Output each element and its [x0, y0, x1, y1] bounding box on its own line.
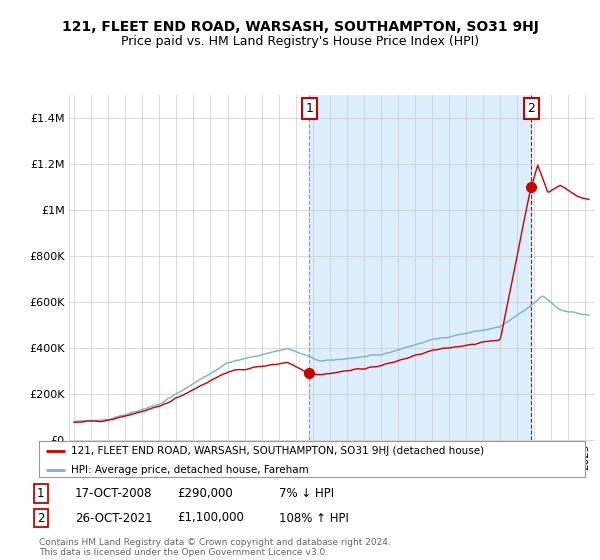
Bar — [310, 95, 531, 440]
Text: Contains HM Land Registry data © Crown copyright and database right 2024.
This d: Contains HM Land Registry data © Crown c… — [39, 538, 391, 557]
Text: £1,100,000: £1,100,000 — [177, 511, 244, 525]
Text: 121, FLEET END ROAD, WARSASH, SOUTHAMPTON, SO31 9HJ (detached house): 121, FLEET END ROAD, WARSASH, SOUTHAMPTO… — [71, 446, 484, 456]
Text: 17-OCT-2008: 17-OCT-2008 — [75, 487, 152, 501]
Text: 121, FLEET END ROAD, WARSASH, SOUTHAMPTON, SO31 9HJ: 121, FLEET END ROAD, WARSASH, SOUTHAMPTO… — [62, 20, 538, 34]
Text: Price paid vs. HM Land Registry's House Price Index (HPI): Price paid vs. HM Land Registry's House … — [121, 35, 479, 48]
Text: 2: 2 — [37, 511, 44, 525]
Text: £290,000: £290,000 — [177, 487, 233, 501]
Text: 1: 1 — [37, 487, 44, 501]
Text: 7% ↓ HPI: 7% ↓ HPI — [279, 487, 334, 501]
Text: 1: 1 — [305, 102, 313, 115]
Text: HPI: Average price, detached house, Fareham: HPI: Average price, detached house, Fare… — [71, 465, 308, 475]
Text: 2: 2 — [527, 102, 535, 115]
Text: 26-OCT-2021: 26-OCT-2021 — [75, 511, 152, 525]
Text: 108% ↑ HPI: 108% ↑ HPI — [279, 511, 349, 525]
